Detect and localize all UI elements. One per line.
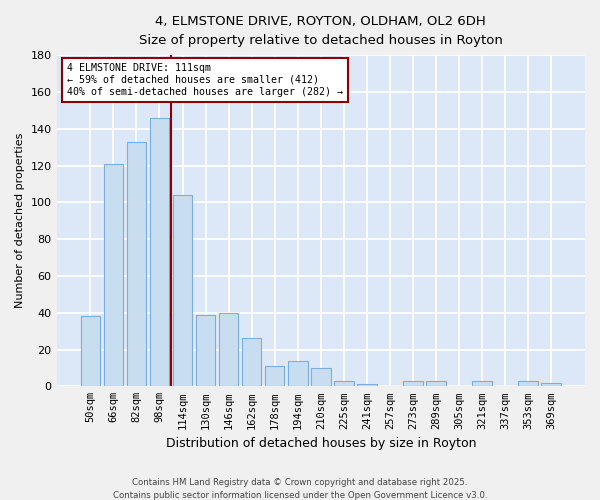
Bar <box>311 368 331 386</box>
Bar <box>541 382 561 386</box>
Bar <box>127 142 146 386</box>
Bar <box>196 314 215 386</box>
Bar <box>472 381 492 386</box>
Title: 4, ELMSTONE DRIVE, ROYTON, OLDHAM, OL2 6DH
Size of property relative to detached: 4, ELMSTONE DRIVE, ROYTON, OLDHAM, OL2 6… <box>139 15 503 47</box>
Bar <box>426 381 446 386</box>
Bar <box>357 384 377 386</box>
Bar <box>173 195 193 386</box>
Text: Contains HM Land Registry data © Crown copyright and database right 2025.
Contai: Contains HM Land Registry data © Crown c… <box>113 478 487 500</box>
Text: 4 ELMSTONE DRIVE: 111sqm
← 59% of detached houses are smaller (412)
40% of semi-: 4 ELMSTONE DRIVE: 111sqm ← 59% of detach… <box>67 64 343 96</box>
Bar <box>288 360 308 386</box>
Y-axis label: Number of detached properties: Number of detached properties <box>15 133 25 308</box>
Bar <box>104 164 123 386</box>
X-axis label: Distribution of detached houses by size in Royton: Distribution of detached houses by size … <box>166 437 476 450</box>
Bar <box>403 381 423 386</box>
Bar <box>219 312 238 386</box>
Bar <box>265 366 284 386</box>
Bar <box>334 381 353 386</box>
Bar <box>149 118 169 386</box>
Bar <box>80 316 100 386</box>
Bar <box>518 381 538 386</box>
Bar <box>242 338 262 386</box>
